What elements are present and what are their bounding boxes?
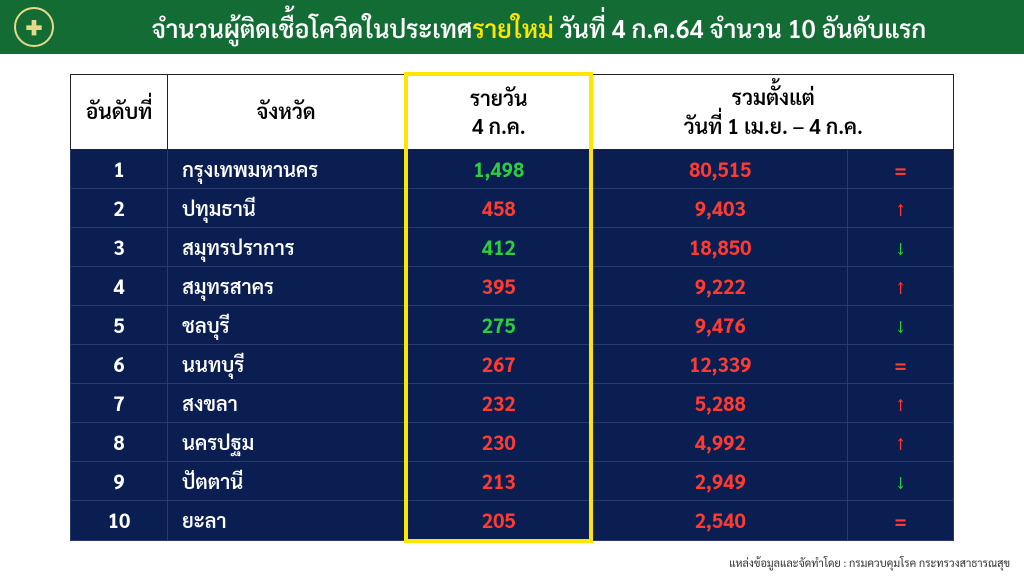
cell-trend-equal-icon: = [848, 500, 954, 541]
cell-daily: 232 [406, 383, 591, 422]
cell-province: สมุทรสาคร [168, 266, 406, 305]
cell-rank: 10 [71, 500, 168, 541]
cell-daily: 412 [406, 227, 591, 266]
cell-daily: 395 [406, 266, 591, 305]
table-row: 6นนทบุรี26712,339= [71, 344, 954, 383]
cell-cumulative: 9,222 [591, 266, 847, 305]
cell-daily: 1,498 [406, 149, 591, 188]
cell-rank: 1 [71, 149, 168, 188]
cell-rank: 9 [71, 461, 168, 500]
cell-daily: 213 [406, 461, 591, 500]
title-accent: รายใหม่ [472, 11, 553, 44]
cell-rank: 8 [71, 422, 168, 461]
title-bar: ✚ จำนวนผู้ติดเชื้อโควิดในประเทศรายใหม่ ว… [0, 0, 1024, 54]
table-row: 7สงขลา2325,288↑ [71, 383, 954, 422]
cell-trend-equal-icon: = [848, 149, 954, 188]
cell-daily: 230 [406, 422, 591, 461]
cell-province: สมุทรปราการ [168, 227, 406, 266]
table-row: 2ปทุมธานี4589,403↑ [71, 188, 954, 227]
cell-province: นครปฐม [168, 422, 406, 461]
col-cum-l2: วันที่ 1 เม.ย. – 4 ก.ค. [599, 112, 947, 140]
cell-cumulative: 2,949 [591, 461, 847, 500]
table-row: 1กรุงเทพมหานคร1,49880,515= [71, 149, 954, 188]
cell-trend-up-icon: ↑ [848, 266, 954, 305]
cell-rank: 7 [71, 383, 168, 422]
table-row: 10ยะลา2052,540= [71, 500, 954, 541]
ranking-table: อันดับที่ จังหวัด รายวัน 4 ก.ค. รวมตั้งแ… [70, 72, 954, 543]
title-pre: จำนวนผู้ติดเชื้อโควิดในประเทศ [152, 11, 473, 44]
cell-trend-up-icon: ↑ [848, 188, 954, 227]
cell-trend-down-icon: ↓ [848, 305, 954, 344]
cell-daily: 458 [406, 188, 591, 227]
cell-rank: 3 [71, 227, 168, 266]
cell-cumulative: 80,515 [591, 149, 847, 188]
cell-trend-up-icon: ↑ [848, 422, 954, 461]
col-rank: อันดับที่ [71, 74, 168, 149]
cell-cumulative: 9,403 [591, 188, 847, 227]
table-row: 3สมุทรปราการ41218,850↓ [71, 227, 954, 266]
cell-province: ยะลา [168, 500, 406, 541]
cell-trend-down-icon: ↓ [848, 227, 954, 266]
cell-daily: 267 [406, 344, 591, 383]
table-header-row: อันดับที่ จังหวัด รายวัน 4 ก.ค. รวมตั้งแ… [71, 74, 954, 149]
cell-cumulative: 9,476 [591, 305, 847, 344]
col-cum-l1: รวมตั้งแต่ [599, 83, 947, 111]
cell-daily: 275 [406, 305, 591, 344]
col-daily: รายวัน 4 ก.ค. [406, 74, 591, 149]
cell-province: ปทุมธานี [168, 188, 406, 227]
cell-trend-up-icon: ↑ [848, 383, 954, 422]
cell-cumulative: 18,850 [591, 227, 847, 266]
col-cumulative: รวมตั้งแต่ วันที่ 1 เม.ย. – 4 ก.ค. [591, 74, 953, 149]
cell-cumulative: 4,992 [591, 422, 847, 461]
col-daily-l2: 4 ก.ค. [414, 112, 583, 140]
cell-trend-down-icon: ↓ [848, 461, 954, 500]
cell-trend-equal-icon: = [848, 344, 954, 383]
cell-rank: 4 [71, 266, 168, 305]
table-row: 4สมุทรสาคร3959,222↑ [71, 266, 954, 305]
cell-rank: 2 [71, 188, 168, 227]
cell-cumulative: 12,339 [591, 344, 847, 383]
page-title: จำนวนผู้ติดเชื้อโควิดในประเทศรายใหม่ วัน… [68, 11, 1010, 44]
cell-province: ปัตตานี [168, 461, 406, 500]
col-daily-l1: รายวัน [414, 84, 583, 112]
col-province: จังหวัด [168, 74, 406, 149]
cell-province: สงขลา [168, 383, 406, 422]
cell-province: นนทบุรี [168, 344, 406, 383]
data-source-footer: แหล่งข้อมูลและจัดทำโดย : กรมควบคุมโรค กร… [729, 555, 1010, 570]
table-row: 5ชลบุรี2759,476↓ [71, 305, 954, 344]
cell-rank: 6 [71, 344, 168, 383]
cell-province: ชลบุรี [168, 305, 406, 344]
table-row: 8นครปฐม2304,992↑ [71, 422, 954, 461]
cell-cumulative: 5,288 [591, 383, 847, 422]
cell-daily: 205 [406, 500, 591, 541]
table-row: 9ปัตตานี2132,949↓ [71, 461, 954, 500]
cell-cumulative: 2,540 [591, 500, 847, 541]
title-post: วันที่ 4 ก.ค.64 จำนวน 10 อันดับแรก [554, 11, 927, 44]
cell-province: กรุงเทพมหานคร [168, 149, 406, 188]
moph-logo-icon: ✚ [14, 7, 54, 47]
cell-rank: 5 [71, 305, 168, 344]
